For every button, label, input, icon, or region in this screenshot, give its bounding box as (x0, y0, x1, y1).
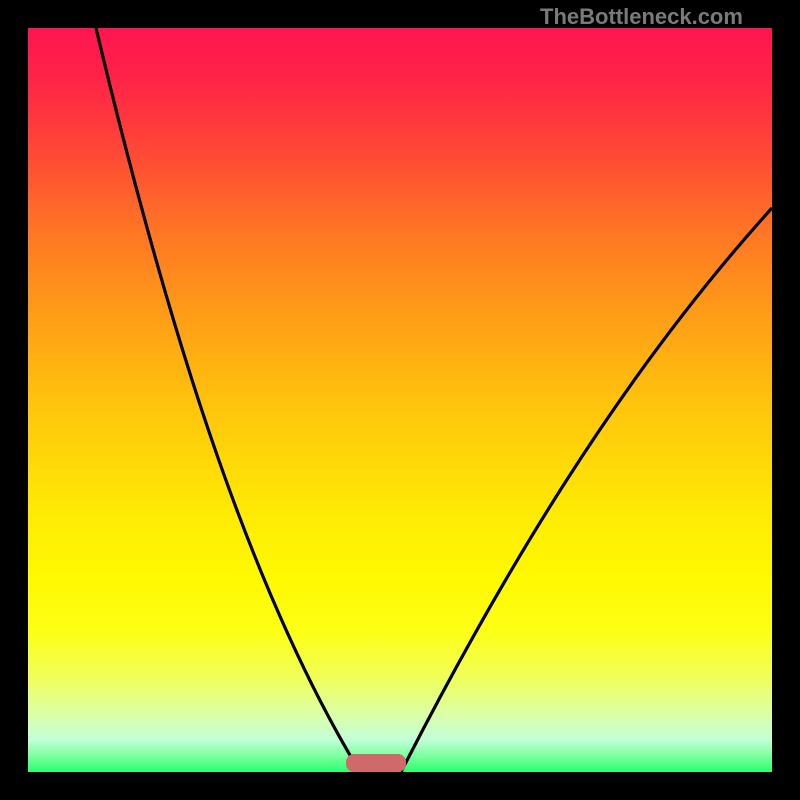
plot-area (28, 28, 772, 772)
chart-container: TheBottleneck.com (0, 0, 800, 800)
watermark: TheBottleneck.com (540, 4, 743, 30)
dead-zone-marker (346, 754, 406, 772)
background-gradient (28, 28, 772, 772)
